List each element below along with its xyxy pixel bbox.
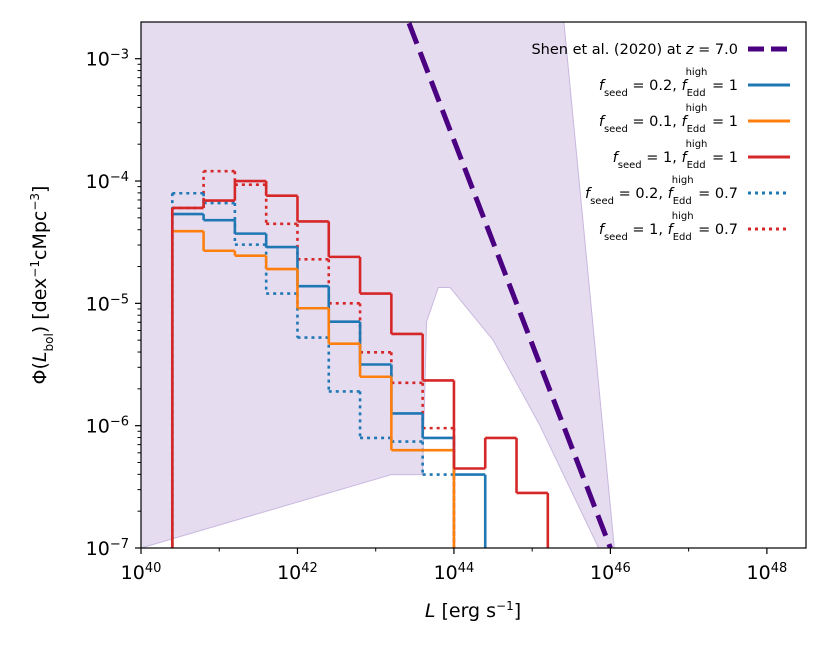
y-tick-label: 10−7: [86, 537, 129, 561]
x-tick-label: 1048: [747, 561, 788, 585]
y-axis-title: Φ(Lbol) [dex−1cMpc−3]: [28, 186, 56, 385]
y-tick-label: 10−6: [86, 414, 129, 438]
plot-frame: [140, 21, 807, 549]
shen-uncertainty-band-layer: [141, 22, 615, 548]
x-tick-label: 1046: [590, 561, 631, 585]
shen-2020-dashed-line: [405, 22, 613, 548]
x-tick-label: 1044: [434, 561, 475, 585]
legend-label: Shen et al. (2020) at z = 7.0: [531, 42, 738, 58]
shen-uncertainty-band: [141, 22, 615, 548]
y-tick-label: 10−3: [86, 47, 129, 71]
x-tick-label: 1040: [121, 561, 162, 585]
x-tick-label: 1042: [277, 561, 318, 585]
x-axis-title: L [erg s−1]: [425, 599, 521, 622]
series-3-group: [170, 179, 550, 548]
y-tick-label: 10−4: [86, 170, 129, 194]
y-tick-label: 10−5: [86, 292, 129, 316]
series-layer: [170, 22, 613, 548]
legend-entry-shen: Shen et al. (2020) at z = 7.0: [531, 42, 790, 58]
